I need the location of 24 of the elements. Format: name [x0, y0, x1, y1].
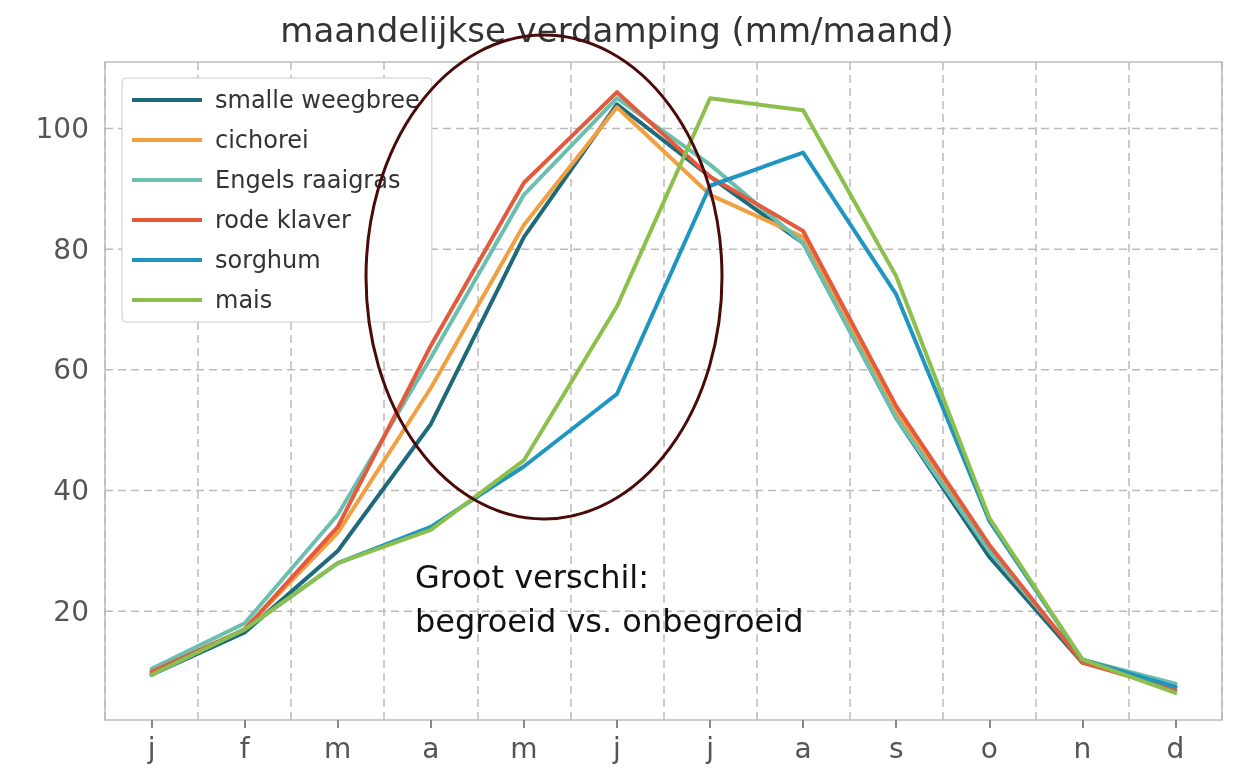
x-tick-label: n	[1073, 731, 1092, 765]
x-tick-label: m	[510, 731, 538, 765]
chart-title: maandelijkse verdamping (mm/maand)	[280, 10, 954, 50]
x-tick-label: j	[612, 731, 621, 765]
x-tick-label: d	[1166, 731, 1185, 765]
x-tick-label: j	[705, 731, 714, 765]
legend-label: rode klaver	[215, 206, 351, 234]
annotation: Groot verschil: begroeid vs. onbegroeid	[415, 558, 804, 640]
x-tick-label: s	[888, 731, 904, 765]
x-tick-label: m	[324, 731, 352, 765]
legend-label: smalle weegbree	[215, 86, 420, 114]
x-tick-label: a	[794, 731, 812, 765]
y-tick-label: 60	[53, 353, 89, 387]
y-tick-label: 100	[35, 111, 89, 145]
legend-label: mais	[215, 286, 273, 314]
x-tick-label: j	[146, 731, 156, 765]
x-tick-label: o	[980, 731, 998, 765]
x-tick-label: a	[422, 731, 440, 765]
y-tick-label: 20	[53, 594, 89, 628]
legend-label: sorghum	[215, 246, 321, 274]
y-tick-label: 40	[53, 474, 89, 508]
y-tick-label: 80	[53, 232, 89, 266]
x-tick-label: f	[239, 731, 251, 765]
legend-label: cichorei	[215, 126, 309, 154]
